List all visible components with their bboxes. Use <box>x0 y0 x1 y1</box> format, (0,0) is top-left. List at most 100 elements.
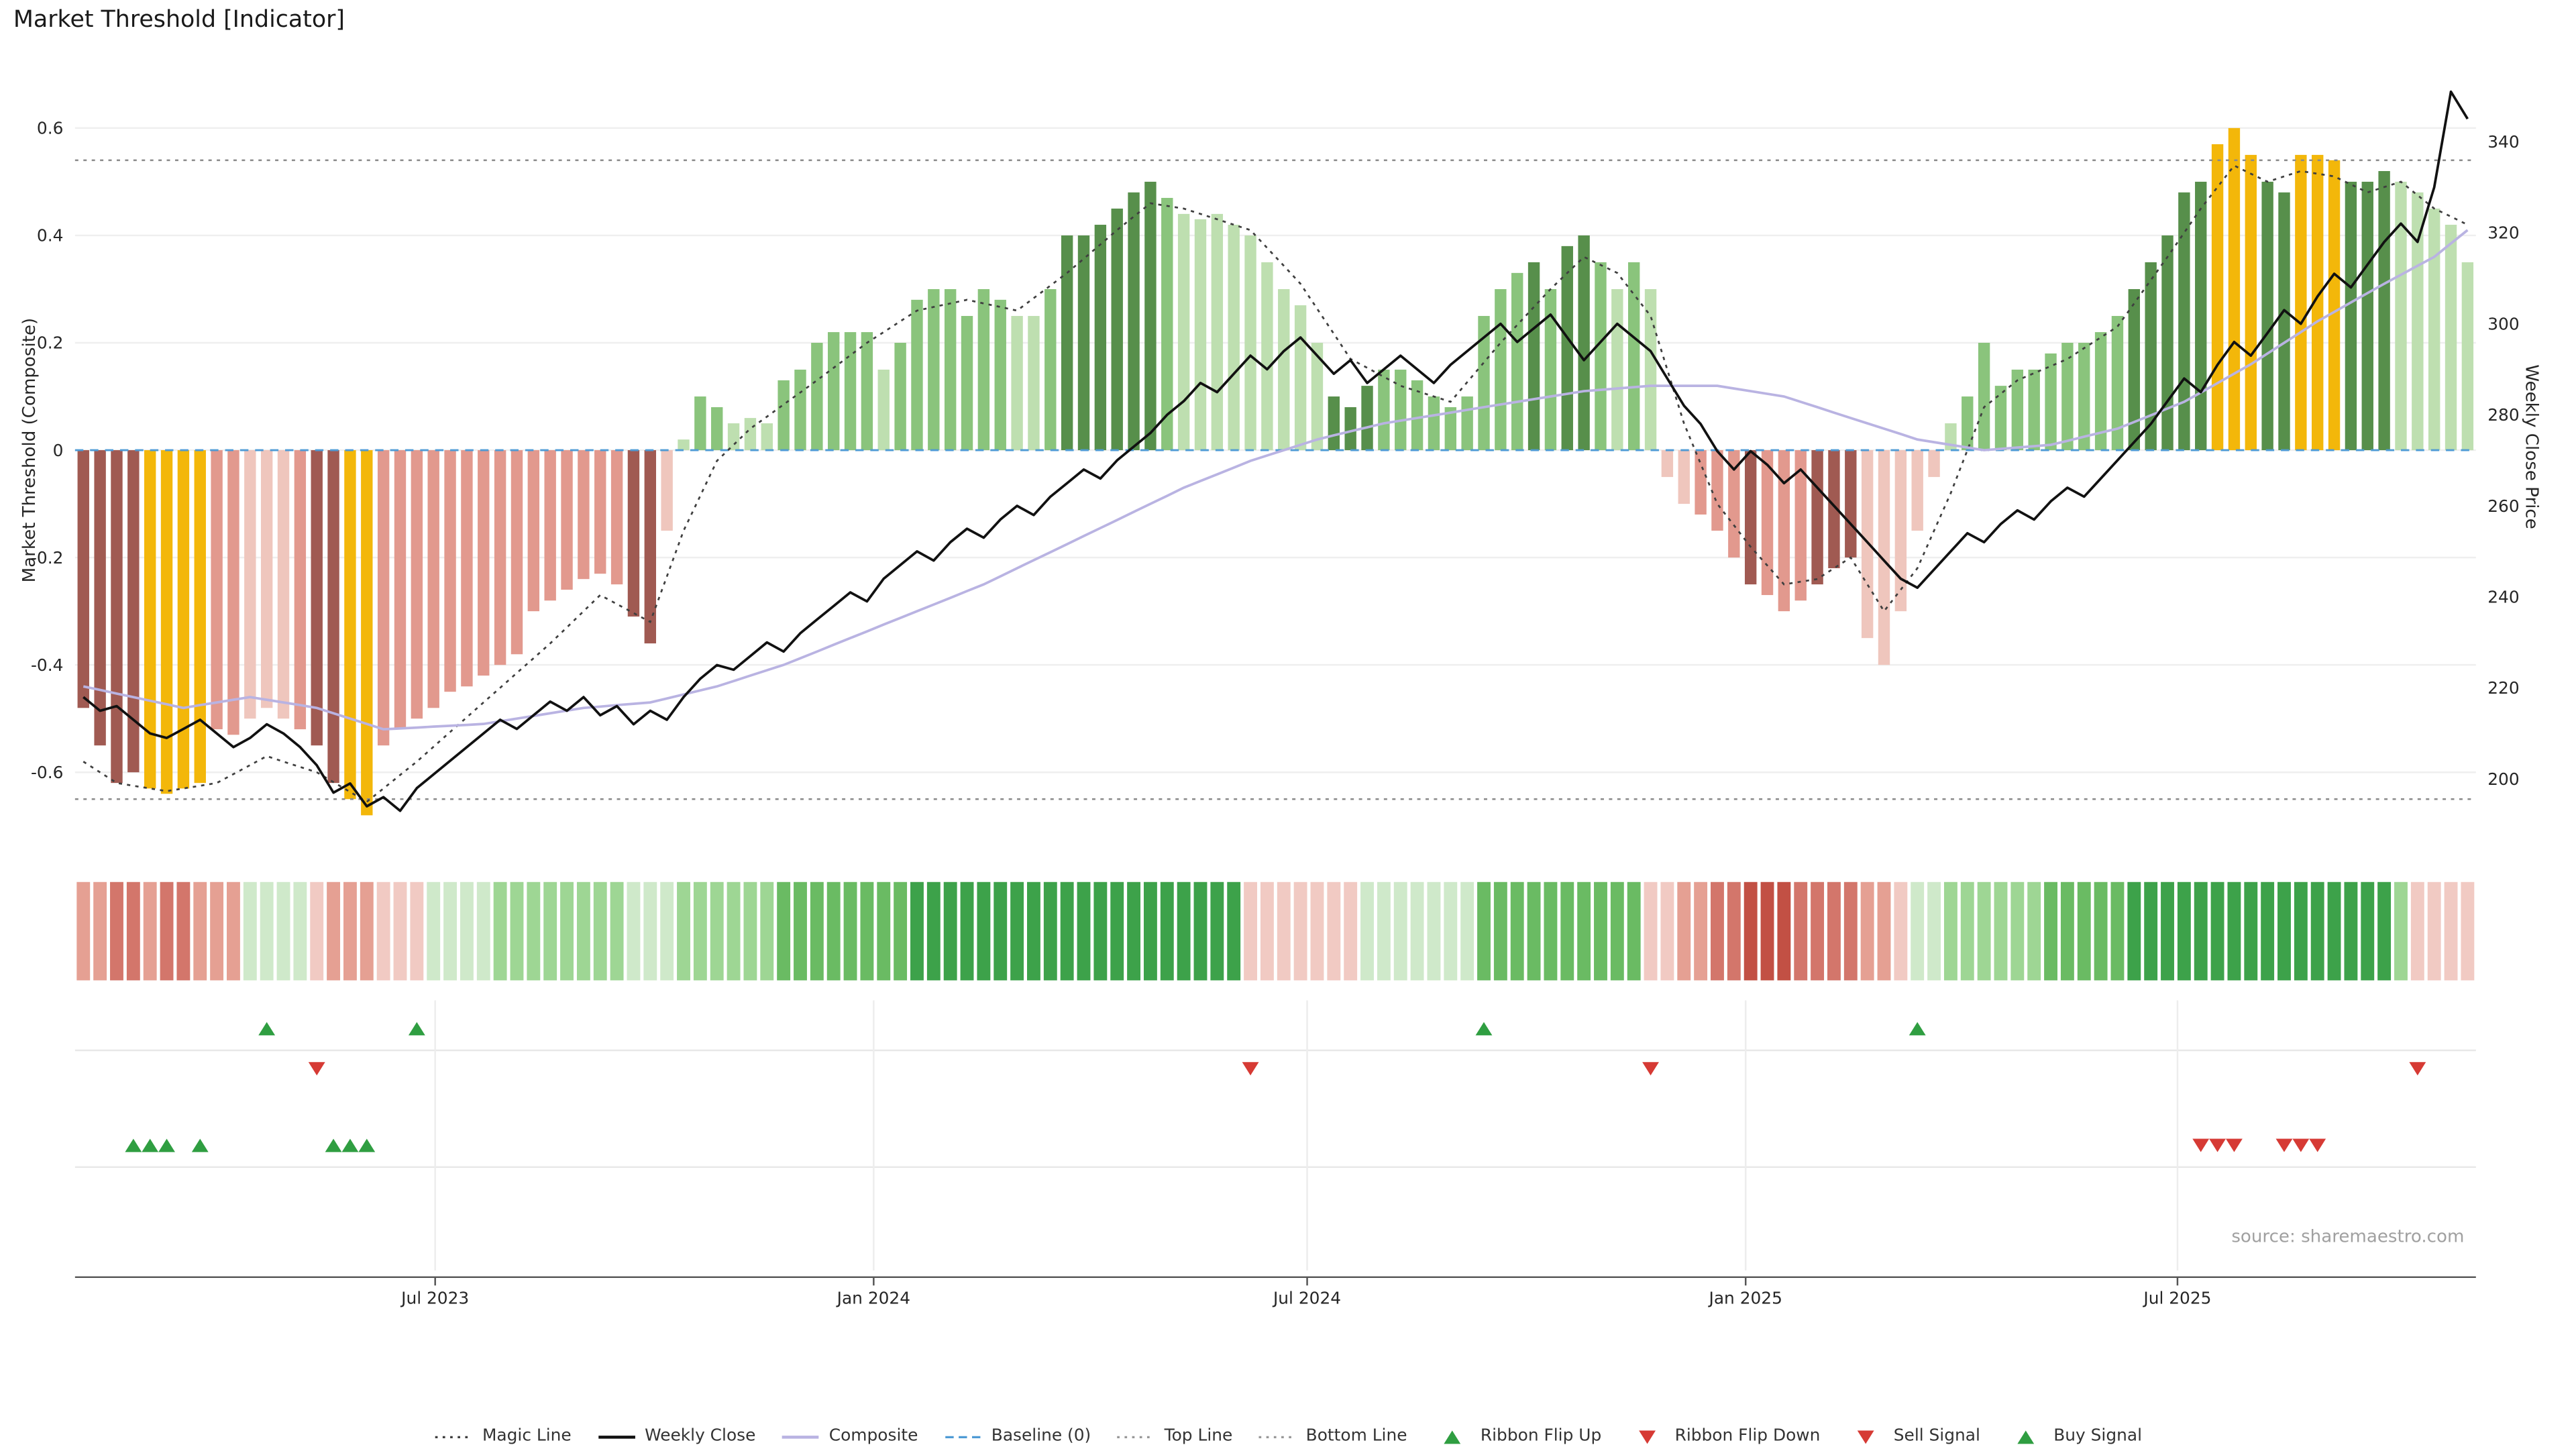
ribbon-cell <box>1943 881 1957 981</box>
ribbon-cell <box>193 881 207 981</box>
ribbon-cell <box>2444 881 2458 981</box>
composite-bar <box>678 439 690 451</box>
composite-bar <box>661 450 673 531</box>
composite-bar <box>2345 181 2357 451</box>
ribbon-cell <box>2244 881 2258 981</box>
legend: Magic Line Weekly Close Composite Baseline … <box>0 1428 2576 1446</box>
composite-bar <box>194 450 206 784</box>
composite-bar <box>277 450 290 719</box>
ribbon-cell <box>227 881 240 981</box>
ribbon-cell <box>777 881 791 981</box>
composite-bar <box>2145 262 2157 451</box>
legend-marker-dashed-icon <box>945 1435 981 1438</box>
price-axis-tick-label: 280 <box>2487 405 2519 425</box>
ribbon-cell <box>110 881 123 981</box>
composite-bar <box>1395 370 1407 451</box>
ribbon-cell <box>1994 881 2008 981</box>
legend-marker-tri-down-icon <box>1857 1430 1874 1444</box>
composite-bar <box>2128 288 2141 451</box>
composite-bar <box>144 450 156 789</box>
composite-bar <box>111 450 123 784</box>
ribbon-cell <box>710 881 724 981</box>
ribbon-cell <box>2294 881 2308 981</box>
composite-bar <box>944 288 957 451</box>
ribbon-cell <box>1444 881 1458 981</box>
composite-bar <box>77 450 89 708</box>
ribbon-cell <box>1410 881 1424 981</box>
ribbon-cell <box>2410 881 2424 981</box>
composite-bar <box>1778 450 1790 612</box>
composite-bar <box>610 450 623 585</box>
ribbon-cell <box>677 881 690 981</box>
ribbon-cell <box>143 881 157 981</box>
composite-bar <box>1611 288 1623 451</box>
ribbon-cell <box>2210 881 2224 981</box>
ribbon-cell <box>493 881 507 981</box>
price-axis-tick-label: 200 <box>2487 769 2519 789</box>
ribbon-cell <box>360 881 374 981</box>
ribbon-cell <box>910 881 924 981</box>
composite-bar <box>861 332 873 451</box>
ribbon-cell <box>2127 881 2141 981</box>
composite-bar <box>2045 353 2057 451</box>
sell-signal-marker <box>2275 1138 2293 1152</box>
ribbon-cell <box>1577 881 1591 981</box>
ribbon-cell <box>2177 881 2191 981</box>
legend-label: Buy Signal <box>2053 1427 2143 1446</box>
price-axis-tick-label: 220 <box>2487 678 2519 698</box>
y-axis-tick-label: -0.4 <box>31 655 63 675</box>
ribbon-cell <box>977 881 991 981</box>
composite-bar <box>2261 181 2273 451</box>
x-axis-tick-label: Jul 2023 <box>400 1289 469 1308</box>
composite-bar <box>2078 342 2090 451</box>
composite-bar <box>361 450 373 816</box>
x-axis-tick-label: Jul 2025 <box>2142 1289 2211 1308</box>
composite-bar <box>1111 208 1123 451</box>
composite-bar <box>327 450 339 784</box>
ribbon-cell <box>1743 881 1758 981</box>
composite-bar <box>227 450 239 735</box>
ribbon-cell <box>693 881 707 981</box>
composite-bar <box>1894 450 1907 612</box>
composite-bar <box>811 342 823 451</box>
composite-bar <box>527 450 540 612</box>
composite-bar <box>94 450 106 746</box>
composite-bar <box>2228 127 2241 451</box>
composite-bar <box>1511 272 1523 451</box>
ribbon-flip-down-marker <box>1242 1062 1259 1076</box>
ribbon-cell <box>2261 881 2275 981</box>
ribbon-cell <box>93 881 107 981</box>
ribbon-cell <box>1227 881 1241 981</box>
composite-bar <box>828 332 840 451</box>
ribbon-cell <box>1377 881 1391 981</box>
legend-item-top-line: Top Line <box>1116 1428 1232 1446</box>
ribbon-cell <box>960 881 974 981</box>
composite-bar <box>2195 181 2207 451</box>
buy-signal-marker <box>325 1138 342 1152</box>
ribbon-cell <box>2010 881 2025 981</box>
ribbon-cell <box>794 881 807 981</box>
ribbon-cell <box>1727 881 1741 981</box>
composite-bar <box>1478 315 1490 451</box>
sell-signal-marker <box>2226 1138 2243 1152</box>
composite-bar <box>1711 450 1723 531</box>
ribbon-cell <box>943 881 957 981</box>
ribbon-cell <box>2044 881 2057 981</box>
ribbon-cell <box>1210 881 1224 981</box>
composite-bar <box>1761 450 1774 596</box>
composite-bar <box>1211 213 1224 451</box>
composite-bar <box>427 450 439 708</box>
ribbon-cell <box>476 881 490 981</box>
ribbon-cell <box>1344 881 1358 981</box>
ribbon-cell <box>2060 881 2074 981</box>
composite-bar <box>1962 396 1974 451</box>
price-axis-tick-label: 240 <box>2487 587 2519 606</box>
composite-bar <box>994 299 1006 451</box>
ribbon-cell <box>743 881 757 981</box>
ribbon-cell <box>2194 881 2208 981</box>
ribbon-cell <box>643 881 657 981</box>
composite-bar <box>1561 246 1573 451</box>
ribbon-cell <box>660 881 674 981</box>
